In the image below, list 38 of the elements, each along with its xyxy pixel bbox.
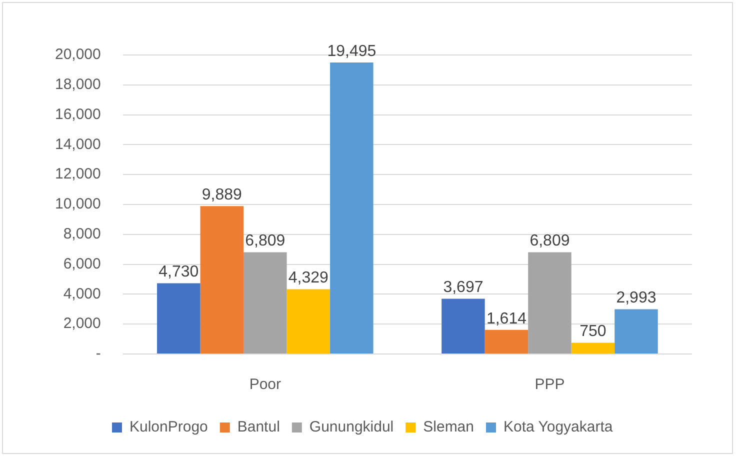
y-tick-label: 12,000 xyxy=(54,166,101,183)
data-label: 750 xyxy=(580,323,606,340)
data-label: 6,809 xyxy=(245,232,286,250)
bar xyxy=(528,252,572,354)
x-tick-label: PPP xyxy=(534,376,565,394)
bar xyxy=(286,289,330,354)
bar xyxy=(442,298,485,354)
bar xyxy=(157,283,200,354)
bar xyxy=(244,252,287,354)
data-label: 4,730 xyxy=(158,264,199,281)
y-tick-label: 10,000 xyxy=(54,196,101,213)
y-tick-label: 14,000 xyxy=(54,136,101,153)
data-label: 19,495 xyxy=(327,42,376,60)
y-tick-label: - xyxy=(96,345,101,362)
bar xyxy=(614,309,658,354)
data-label: 6,809 xyxy=(530,232,570,250)
y-tick-label: 4,000 xyxy=(63,285,101,302)
data-label: 4,329 xyxy=(288,270,329,287)
bar xyxy=(484,330,528,354)
data-label: 1,614 xyxy=(486,310,527,328)
y-tick-label: 8,000 xyxy=(63,226,101,243)
y-tick-label: 18,000 xyxy=(54,76,101,94)
bar xyxy=(571,342,615,354)
data-label: 2,993 xyxy=(616,290,656,307)
y-tick-label: 16,000 xyxy=(54,106,101,123)
legend-label: Bantul xyxy=(237,418,280,436)
y-tick-label: 6,000 xyxy=(63,255,101,272)
legend-label: Kota Yogyakarta xyxy=(503,418,614,436)
legend-label: Gunungkidul xyxy=(309,418,394,436)
y-tick-label: 20,000 xyxy=(54,46,101,64)
bar xyxy=(200,206,244,354)
data-label: 9,889 xyxy=(202,186,242,204)
legend-label: KulonProgo xyxy=(129,418,208,436)
legend-label: Sleman xyxy=(423,418,474,436)
data-label: 3,697 xyxy=(443,279,484,296)
x-tick-label: Poor xyxy=(249,376,282,394)
bar xyxy=(330,62,374,354)
y-tick-label: 2,000 xyxy=(63,315,101,332)
